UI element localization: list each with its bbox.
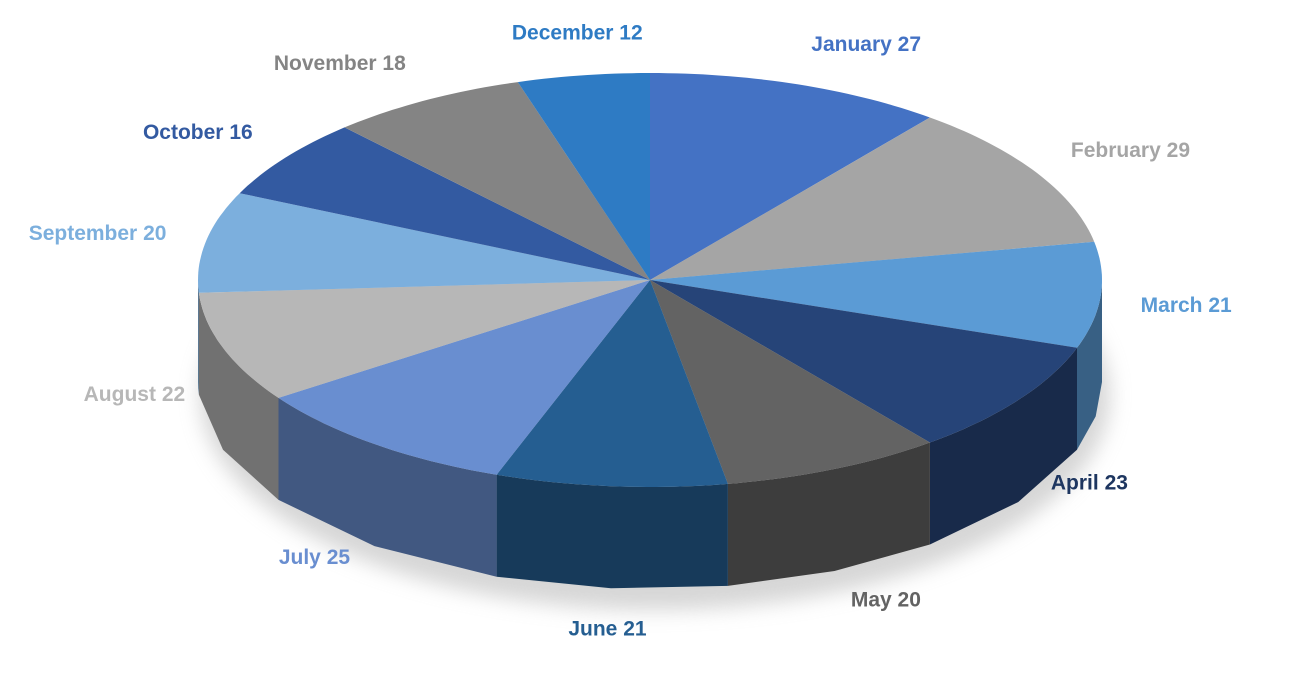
data-label: February 29 xyxy=(1071,139,1190,162)
value-label: 21 xyxy=(623,617,647,640)
slice-side xyxy=(727,442,930,586)
category-label: October xyxy=(143,121,224,144)
data-label: April 23 xyxy=(1051,471,1128,494)
category-label: May xyxy=(851,588,892,611)
value-label: 12 xyxy=(619,21,642,44)
data-label: July 25 xyxy=(279,546,351,569)
value-label: 27 xyxy=(898,32,921,55)
value-label: 23 xyxy=(1105,471,1128,494)
data-label: October 16 xyxy=(143,121,253,144)
category-label: September xyxy=(29,222,138,245)
category-label: January xyxy=(811,32,892,55)
slice-side xyxy=(198,292,279,500)
slice xyxy=(198,193,650,293)
value-label: 25 xyxy=(327,546,351,569)
slice xyxy=(650,280,930,484)
category-label: August xyxy=(84,383,156,406)
category-label: February xyxy=(1071,139,1161,162)
value-label: 22 xyxy=(162,383,185,406)
category-label: March xyxy=(1141,294,1203,317)
value-label: 18 xyxy=(382,51,406,74)
data-label: March 21 xyxy=(1141,294,1232,317)
slice xyxy=(650,73,930,280)
data-label: November 18 xyxy=(274,51,406,74)
category-label: November xyxy=(274,51,377,74)
data-label: May 20 xyxy=(851,588,921,611)
slice xyxy=(650,241,1102,348)
value-label: 20 xyxy=(898,588,921,611)
slice xyxy=(198,280,650,398)
category-label: July xyxy=(279,546,321,569)
slice-side xyxy=(278,397,497,577)
category-label: April xyxy=(1051,471,1099,494)
data-label: August 22 xyxy=(84,383,186,406)
value-label: 21 xyxy=(1208,294,1232,317)
slice-side xyxy=(929,347,1077,545)
value-label: 29 xyxy=(1167,139,1190,162)
slice-side xyxy=(496,474,728,589)
slice xyxy=(650,117,1095,280)
data-label: December 12 xyxy=(512,21,643,44)
slice xyxy=(496,280,728,487)
value-label: 20 xyxy=(143,222,166,245)
slice xyxy=(239,127,650,281)
slice xyxy=(344,82,650,280)
slice-side xyxy=(198,280,199,395)
slice-side xyxy=(1077,280,1102,450)
category-label: June xyxy=(568,617,617,640)
slice xyxy=(650,280,1077,443)
data-label: January 27 xyxy=(811,32,921,55)
category-label: December xyxy=(512,21,614,44)
slice xyxy=(278,280,650,475)
data-label: September 20 xyxy=(29,222,167,245)
value-label: 16 xyxy=(229,121,252,144)
data-label: June 21 xyxy=(568,617,647,640)
slice xyxy=(517,73,650,280)
